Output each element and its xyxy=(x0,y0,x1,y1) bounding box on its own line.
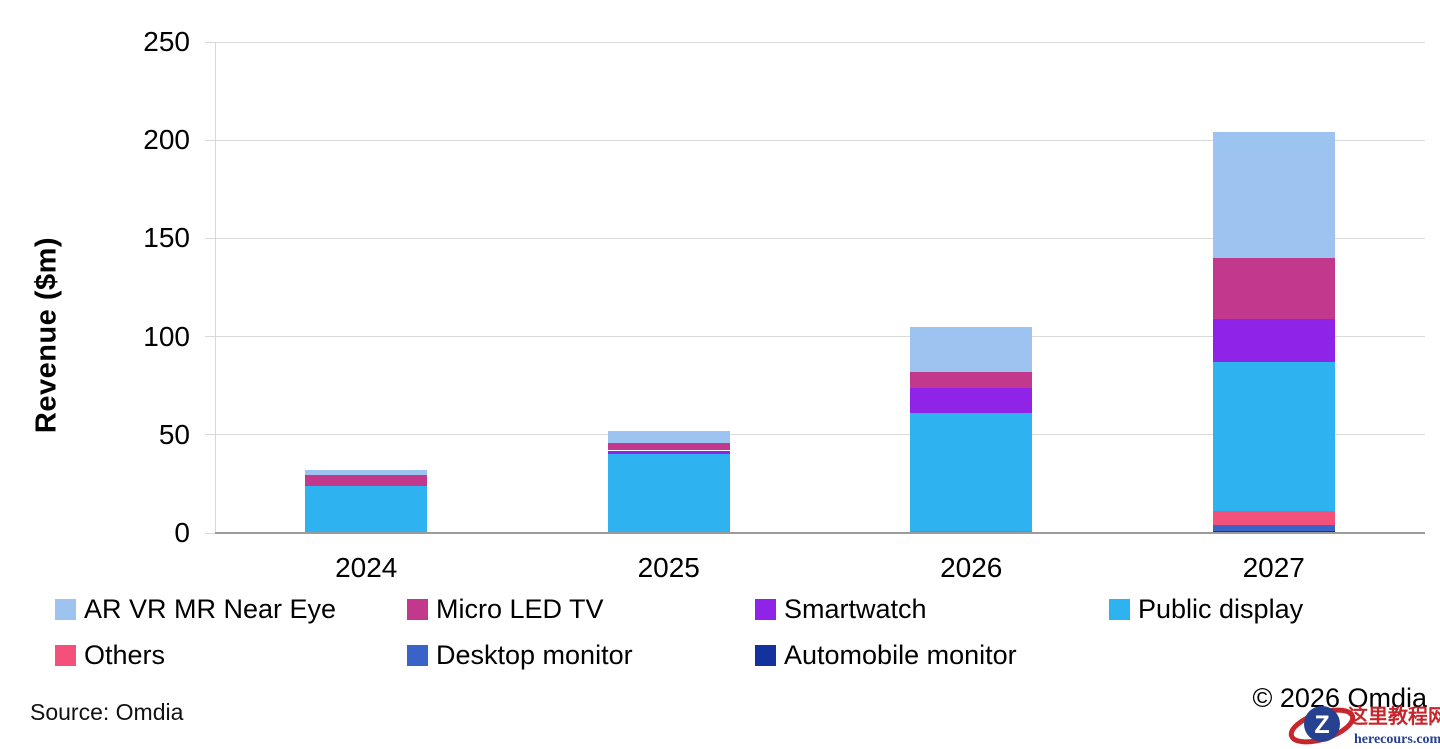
watermark-letter: Z xyxy=(1314,711,1329,739)
watermark-site-name: 这里教程网 xyxy=(1348,704,1440,728)
y-axis-line xyxy=(215,42,216,533)
y-axis-tick xyxy=(205,434,215,436)
y-axis-tick-label: 200 xyxy=(143,124,190,156)
legend-item-smartwatch: Smartwatch xyxy=(755,594,927,624)
bar-2024-micro-led-tv xyxy=(305,475,428,486)
y-axis-tick xyxy=(205,139,215,141)
watermark-site-url: herecours.com xyxy=(1354,732,1440,747)
watermark-globe-icon xyxy=(1304,706,1340,742)
legend-swatch-others xyxy=(55,644,76,666)
legend-label-micro-led-tv: Micro LED TV xyxy=(436,593,604,624)
bar-2027-micro-led-tv xyxy=(1212,258,1335,319)
y-axis-tick xyxy=(205,237,215,239)
legend-swatch-micro-led-tv xyxy=(407,598,428,620)
bar-2025-public-display xyxy=(607,454,730,533)
bar-2027-others xyxy=(1212,511,1335,526)
bar-2026-smartwatch xyxy=(910,387,1033,414)
y-axis-tick-label: 50 xyxy=(158,418,190,450)
bar-2025-micro-led-tv xyxy=(607,442,730,451)
gridline-200 xyxy=(215,139,1425,141)
legend-swatch-automobile-monitor xyxy=(755,644,776,666)
x-axis-category-label: 2027 xyxy=(1242,552,1305,583)
legend-label-ar-vr-mr-near-eye: AR VR MR Near Eye xyxy=(84,593,337,624)
y-axis-tick-label: 250 xyxy=(143,26,190,57)
legend-swatch-smartwatch xyxy=(755,598,776,620)
legend-label-others: Others xyxy=(84,639,166,670)
bar-2026-ar-vr-mr-near-eye xyxy=(910,326,1033,372)
legend-swatch-desktop-monitor xyxy=(407,644,428,666)
y-axis-tick-label: 150 xyxy=(143,222,190,254)
source-note: Source: Omdia xyxy=(30,699,184,725)
y-axis-title: Revenue ($m) xyxy=(30,236,63,434)
legend-item-automobile-monitor: Automobile monitor xyxy=(755,640,1017,670)
bar-2025-smartwatch xyxy=(607,450,730,455)
legend-swatch-ar-vr-mr-near-eye xyxy=(55,598,76,620)
site-watermark: Z 这里教程网 herecours.com xyxy=(1288,698,1440,749)
y-axis-tick xyxy=(205,532,215,534)
bar-2024-ar-vr-mr-near-eye xyxy=(305,470,428,476)
legend-item-micro-led-tv: Micro LED TV xyxy=(407,594,604,624)
y-axis-tick xyxy=(205,336,215,338)
gridline-150 xyxy=(215,237,1425,239)
gridline-250 xyxy=(215,41,1425,43)
bar-2026-public-display xyxy=(910,413,1033,532)
legend-label-public-display: Public display xyxy=(1138,593,1304,624)
x-axis-category-label: 2024 xyxy=(335,552,398,583)
y-axis-tick xyxy=(205,41,215,43)
bar-2026-micro-led-tv xyxy=(910,371,1033,388)
legend-item-others: Others xyxy=(55,640,165,670)
bar-2027-public-display xyxy=(1212,362,1335,512)
bar-2027-ar-vr-mr-near-eye xyxy=(1212,132,1335,259)
legend-item-desktop-monitor: Desktop monitor xyxy=(407,640,633,670)
legend-label-desktop-monitor: Desktop monitor xyxy=(436,639,633,670)
legend-item-ar-vr-mr-near-eye: AR VR MR Near Eye xyxy=(55,594,336,624)
bar-2024-public-display xyxy=(305,485,428,533)
gridline-100 xyxy=(215,336,1425,338)
gridline-50 xyxy=(215,434,1425,436)
bar-2027-desktop-monitor xyxy=(1212,525,1335,532)
y-axis-tick-label: 0 xyxy=(174,517,190,548)
x-axis-category-label: 2026 xyxy=(940,552,1003,583)
legend-label-smartwatch: Smartwatch xyxy=(784,593,927,624)
bar-2027-smartwatch xyxy=(1212,318,1335,363)
x-axis-category-label: 2025 xyxy=(637,552,700,583)
watermark-logo: Z 这里教程网 herecours.com xyxy=(1288,704,1440,747)
legend-swatch-public-display xyxy=(1109,598,1130,620)
x-axis-line xyxy=(215,532,1425,534)
y-axis-tick-label: 100 xyxy=(143,320,190,352)
legend-label-automobile-monitor: Automobile monitor xyxy=(784,639,1017,670)
bar-2025-ar-vr-mr-near-eye xyxy=(607,430,730,443)
legend-item-public-display: Public display xyxy=(1109,594,1303,624)
